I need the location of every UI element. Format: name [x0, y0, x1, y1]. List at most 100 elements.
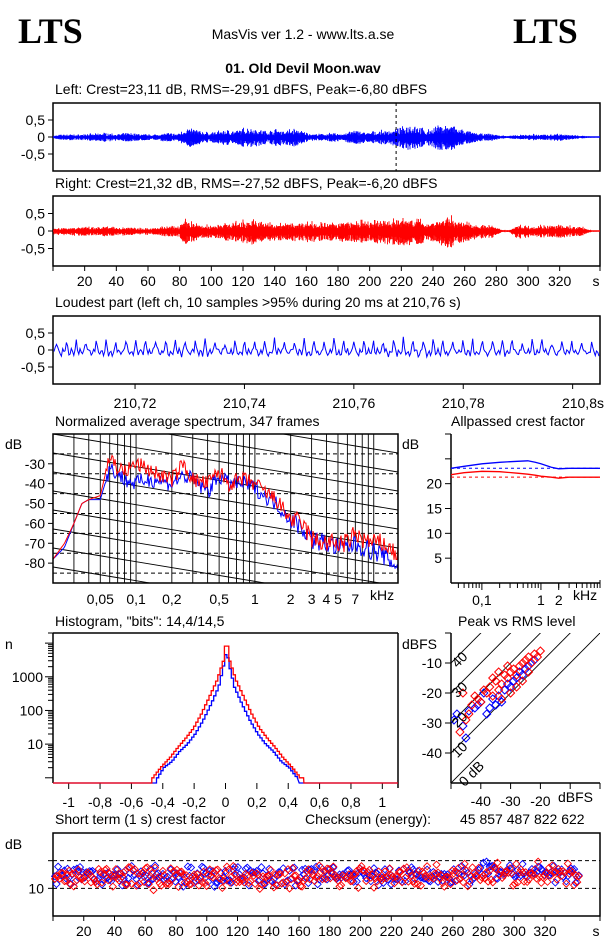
right_waveform-ytick-label: 0,5: [26, 206, 46, 222]
peak_vs_rms-right-point: [517, 676, 528, 686]
short_term_crest-right-point: [218, 883, 227, 893]
spectrum-xtick-label: 2: [287, 591, 295, 607]
peak_vs_rms-right-point: [496, 694, 507, 704]
right_waveform-xtick-label: 220: [390, 273, 414, 289]
peak_vs_rms-right-point: [520, 655, 531, 665]
short_term_crest-right-point: [332, 873, 341, 882]
short_term_crest-right-point: [399, 864, 408, 873]
histogram-xtick-label: 0,6: [310, 794, 330, 810]
spectrum-xtick-label: 5: [334, 591, 342, 607]
short_term_crest-right-point: [180, 878, 189, 887]
checksum-value: 45 857 487 822 622: [460, 811, 585, 827]
short_term_crest-right-point: [416, 881, 426, 890]
short_term_crest-right-point: [177, 867, 186, 876]
short_term_crest-right-point: [451, 867, 460, 876]
short_term_crest-right-point: [521, 868, 530, 877]
short_term_crest-right-point: [154, 873, 163, 882]
short_term_crest-left-point: [527, 864, 537, 874]
short_term_crest-left-point: [574, 871, 583, 880]
short_term_crest-right-point: [108, 882, 117, 891]
short_term_crest-right-point: [224, 865, 233, 874]
short_term_crest-left-point: [391, 875, 400, 884]
loudest_part-xtick-label: 210,74: [223, 395, 266, 411]
peak_vs_rms-right-point: [455, 727, 465, 737]
loudest_part-xtick-label: 210,72: [114, 395, 157, 411]
short_term_crest-right-point: [346, 877, 355, 886]
short_term_crest-right-point: [211, 866, 221, 875]
short_term_crest-right-point: [482, 868, 491, 877]
spectrum-slope-line: [53, 509, 398, 568]
peak_vs_rms-right-point: [532, 652, 543, 662]
short_term_crest-right-point: [124, 863, 133, 872]
short_term_crest-right-point: [512, 859, 521, 869]
short_term_crest-xtick-label: 120: [226, 923, 250, 939]
short_term_crest-right-point: [347, 876, 357, 886]
short_term_crest-right-point: [127, 879, 136, 889]
short_term_crest-left-point: [313, 880, 322, 889]
allpassed_crest-ytick-label: 20: [426, 476, 442, 492]
peak_vs_rms-right-point: [464, 709, 474, 719]
peak_vs_rms-left-point: [508, 676, 519, 686]
peak_vs_rms-xtick-label: -40: [471, 793, 491, 809]
right_waveform-xtick-label: 140: [263, 273, 287, 289]
short_term_crest-right-point: [60, 877, 69, 886]
peak_vs_rms-right-point: [505, 667, 516, 677]
short_term_crest-left-point: [211, 878, 221, 887]
peak_vs_rms-right-point: [488, 691, 498, 701]
short_term_crest-left-point: [171, 877, 180, 886]
short_term_crest-left-point: [513, 865, 522, 875]
short_term_crest-right-point: [422, 862, 432, 871]
peak_vs_rms-right-point: [493, 667, 504, 677]
short_term_crest-right-point: [362, 876, 371, 886]
peak_vs_rms-ytick-label: -40: [422, 745, 442, 761]
short_term_crest-right-point: [444, 873, 454, 882]
allpass-ylabel: dB: [402, 436, 420, 452]
short_term_crest-right-point: [57, 868, 66, 878]
short_term_crest-right-point: [249, 871, 258, 880]
short_term_crest-left-point: [551, 878, 560, 887]
right_waveform-xtick-label: 160: [295, 273, 319, 289]
short_term_crest-right-point: [336, 881, 346, 890]
peak_vs_rms-xtick-label: -20: [530, 793, 550, 809]
spectrum-ytick-label: -50: [25, 496, 45, 512]
short_term_crest-right-point: [72, 875, 82, 885]
short_term_crest-right-point: [523, 877, 532, 887]
short_term_crest-right-point: [185, 880, 194, 889]
short_term_crest-right-point: [94, 864, 103, 874]
peak_vs_rms-left-point: [451, 715, 459, 725]
short_term_crest-xtick-label: 300: [503, 923, 527, 939]
short_term_crest-right-point: [501, 867, 510, 877]
allpassed_crest-ytick-label: 5: [434, 550, 442, 566]
short_term_crest-right-point: [474, 863, 483, 872]
histogram-ylabel: n: [5, 636, 13, 652]
peak_vs_rms-right-point: [508, 664, 519, 674]
short_term_crest-right-point: [432, 860, 441, 869]
short_term_crest-left-point: [326, 864, 335, 874]
short_term_crest-right-point: [261, 872, 271, 882]
spectrum-ytick-label: -70: [25, 535, 45, 551]
right_waveform-xtick-label: 200: [358, 273, 382, 289]
short_term_crest-right-point: [69, 882, 78, 891]
short_term_crest-right-point: [150, 863, 160, 872]
short_term_crest-right-point: [222, 862, 232, 871]
spectrum-ylabel: dB: [5, 436, 23, 452]
spectrum-slope-line: [53, 528, 383, 583]
peak_vs_rms-left-point: [464, 706, 474, 716]
short_term_crest-right-point: [307, 867, 316, 876]
short_term_crest-right-point: [260, 878, 269, 888]
peak_vs_rms-right-point: [523, 652, 534, 662]
short_term_crest-right-point: [508, 881, 518, 890]
short_term_crest-right-point: [205, 865, 214, 874]
peak_vs_rms-right-point: [502, 661, 513, 671]
short_term_crest-right-point: [274, 870, 283, 879]
short_term_crest-xtick-label: 180: [318, 923, 342, 939]
short_term_crest-right-point: [530, 865, 540, 874]
short_term_crest-xunit: s: [593, 923, 600, 939]
short_term_crest-xtick-label: 100: [195, 923, 219, 939]
short_term_crest-xtick-label: 160: [287, 923, 311, 939]
left_waveform-ytick-label: 0: [37, 129, 45, 145]
short_term_crest-right-point: [316, 867, 325, 877]
spectrum-slope-line: [53, 434, 398, 492]
short_term_crest-right-point: [146, 872, 155, 881]
short_term_crest-right-point: [119, 868, 128, 877]
